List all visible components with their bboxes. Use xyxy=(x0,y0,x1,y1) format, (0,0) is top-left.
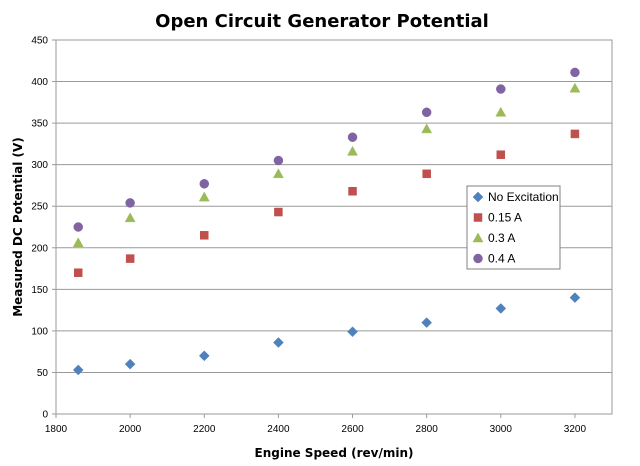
data-point xyxy=(496,150,506,159)
data-point xyxy=(198,191,210,202)
y-tick-label: 200 xyxy=(31,243,48,254)
data-point xyxy=(125,254,135,263)
y-tick-label: 350 xyxy=(31,119,48,130)
data-point xyxy=(422,169,431,179)
legend-marker xyxy=(472,191,484,203)
y-tick-label: 50 xyxy=(37,368,49,379)
x-tick-label: 3200 xyxy=(564,424,587,435)
legend-box xyxy=(466,185,561,270)
legend-entry-label: No Excitation xyxy=(488,190,559,204)
legend-entry-label: 0.15 A xyxy=(488,211,522,225)
data-point xyxy=(199,179,210,189)
y-tick-label: 400 xyxy=(31,77,48,88)
data-point xyxy=(124,212,136,223)
data-point xyxy=(347,132,358,142)
y-tick-label: 0 xyxy=(42,410,48,421)
data-point xyxy=(72,237,84,248)
legend: No Excitation 0.15 A 0.3 A 0.4 A xyxy=(466,185,561,270)
data-point xyxy=(495,303,507,314)
y-tick-label: 300 xyxy=(31,160,48,171)
data-point xyxy=(124,358,136,370)
data-point xyxy=(272,168,284,179)
data-point xyxy=(348,187,357,196)
data-point xyxy=(347,326,358,338)
data-point xyxy=(570,67,580,78)
data-point xyxy=(273,155,284,166)
y-axis-ticks: 0 50 100 150 200 250 300 350 400 450 xyxy=(31,36,56,421)
data-points xyxy=(72,67,581,376)
x-tick-label: 3000 xyxy=(490,424,513,435)
x-tick-label: 2400 xyxy=(267,424,290,435)
y-axis-label: Measured DC Potential (V) xyxy=(11,137,25,317)
legend-marker xyxy=(473,253,483,264)
data-point xyxy=(347,145,358,156)
legend-marker xyxy=(473,213,483,222)
data-point xyxy=(569,292,581,303)
data-point xyxy=(495,106,507,117)
legend-marker xyxy=(472,232,484,243)
x-tick-label: 2800 xyxy=(416,424,439,435)
x-tick-label: 2200 xyxy=(193,424,216,435)
x-axis-ticks: 1800 2000 2200 2400 2600 2800 3000 3200 xyxy=(45,414,587,435)
data-point xyxy=(421,107,432,118)
data-point xyxy=(200,231,209,240)
y-tick-label: 100 xyxy=(31,326,48,337)
data-point xyxy=(570,129,580,139)
data-point xyxy=(198,350,210,362)
data-point xyxy=(274,207,283,217)
data-point xyxy=(421,317,433,328)
x-axis-label: Engine Speed (rev/min) xyxy=(255,446,414,460)
y-tick-label: 150 xyxy=(31,285,48,296)
data-point xyxy=(569,82,581,93)
plot-area-border xyxy=(55,39,613,415)
x-tick-label: 1800 xyxy=(45,424,68,435)
legend-entry-label: 0.3 A xyxy=(488,231,515,245)
data-point xyxy=(273,337,284,348)
data-point xyxy=(73,222,83,232)
data-point xyxy=(125,198,135,208)
x-tick-label: 2600 xyxy=(341,424,364,435)
chart-title: Open Circuit Generator Potential xyxy=(155,11,489,32)
data-point xyxy=(421,123,433,134)
data-point xyxy=(73,268,83,277)
x-tick-label: 2000 xyxy=(119,424,142,435)
legend-entry-label: 0.4 A xyxy=(488,252,515,266)
y-tick-label: 250 xyxy=(31,202,48,213)
data-point xyxy=(496,84,506,94)
data-point xyxy=(72,364,84,376)
y-tick-label: 450 xyxy=(31,36,48,47)
